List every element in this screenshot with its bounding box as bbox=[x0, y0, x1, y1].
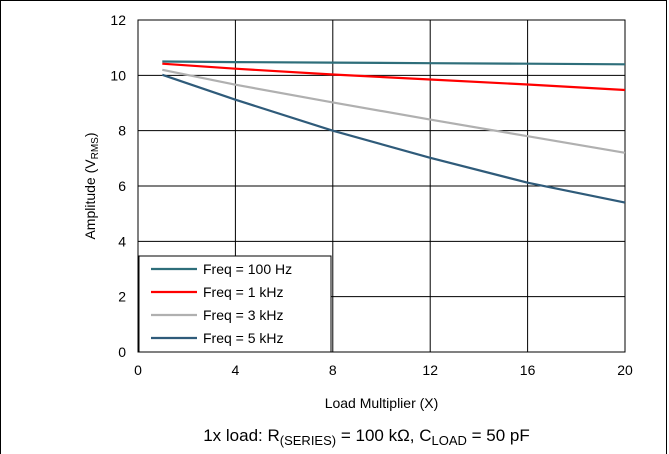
y-tick-label: 4 bbox=[118, 233, 126, 249]
legend: Freq = 100 Hz Freq = 1 kHz Freq = 3 kHz Fre… bbox=[138, 255, 332, 353]
series-lines bbox=[161, 60, 626, 204]
series-line-2 bbox=[162, 68, 626, 154]
x-axis-label: Load Multiplier (X) bbox=[325, 395, 439, 411]
y-axis-label: Amplitude (VRMS) bbox=[82, 132, 101, 239]
footnote-sub-load: LOAD bbox=[432, 433, 467, 448]
x-tick-label: 20 bbox=[617, 362, 633, 378]
x-tick-label: 16 bbox=[520, 362, 536, 378]
y-tick-label: 12 bbox=[110, 12, 126, 28]
plot-border bbox=[137, 19, 626, 353]
footnote-prefix: 1x load: R bbox=[203, 426, 280, 445]
y-tick-label: 10 bbox=[110, 67, 126, 83]
y-axis-label-close: ) bbox=[82, 132, 98, 137]
footnote-middle: = 100 kΩ, C bbox=[336, 426, 431, 445]
x-tick-label: 8 bbox=[329, 362, 337, 378]
y-axis-label-main: Amplitude (V bbox=[82, 159, 98, 240]
footnote-suffix: = 50 pF bbox=[467, 426, 530, 445]
y-tick-label: 0 bbox=[118, 344, 126, 360]
y-tick-label: 2 bbox=[118, 289, 126, 305]
y-ticks: 0 2 4 6 8 10 12 bbox=[110, 12, 126, 360]
y-axis-label-sub: RMS bbox=[90, 137, 101, 160]
legend-label-3: Freq = 5 kHz bbox=[203, 330, 284, 346]
y-tick-label: 8 bbox=[118, 123, 126, 139]
legend-label-2: Freq = 3 kHz bbox=[203, 307, 284, 323]
footnote-sub-series: (SERIES) bbox=[280, 433, 336, 448]
x-ticks: 0 4 8 12 16 20 bbox=[134, 362, 633, 378]
x-tick-label: 0 bbox=[134, 362, 142, 378]
footnote: 1x load: R(SERIES) = 100 kΩ, CLOAD = 50 … bbox=[203, 426, 530, 448]
legend-box bbox=[138, 255, 332, 353]
legend-label-0: Freq = 100 Hz bbox=[203, 261, 292, 277]
x-tick-label: 4 bbox=[232, 362, 240, 378]
x-tick-label: 12 bbox=[422, 362, 438, 378]
series-line-1 bbox=[162, 62, 626, 92]
legend-label-1: Freq = 1 kHz bbox=[203, 284, 284, 300]
series-line-3 bbox=[161, 73, 626, 204]
series-line-0 bbox=[162, 60, 626, 66]
y-tick-label: 6 bbox=[118, 178, 126, 194]
